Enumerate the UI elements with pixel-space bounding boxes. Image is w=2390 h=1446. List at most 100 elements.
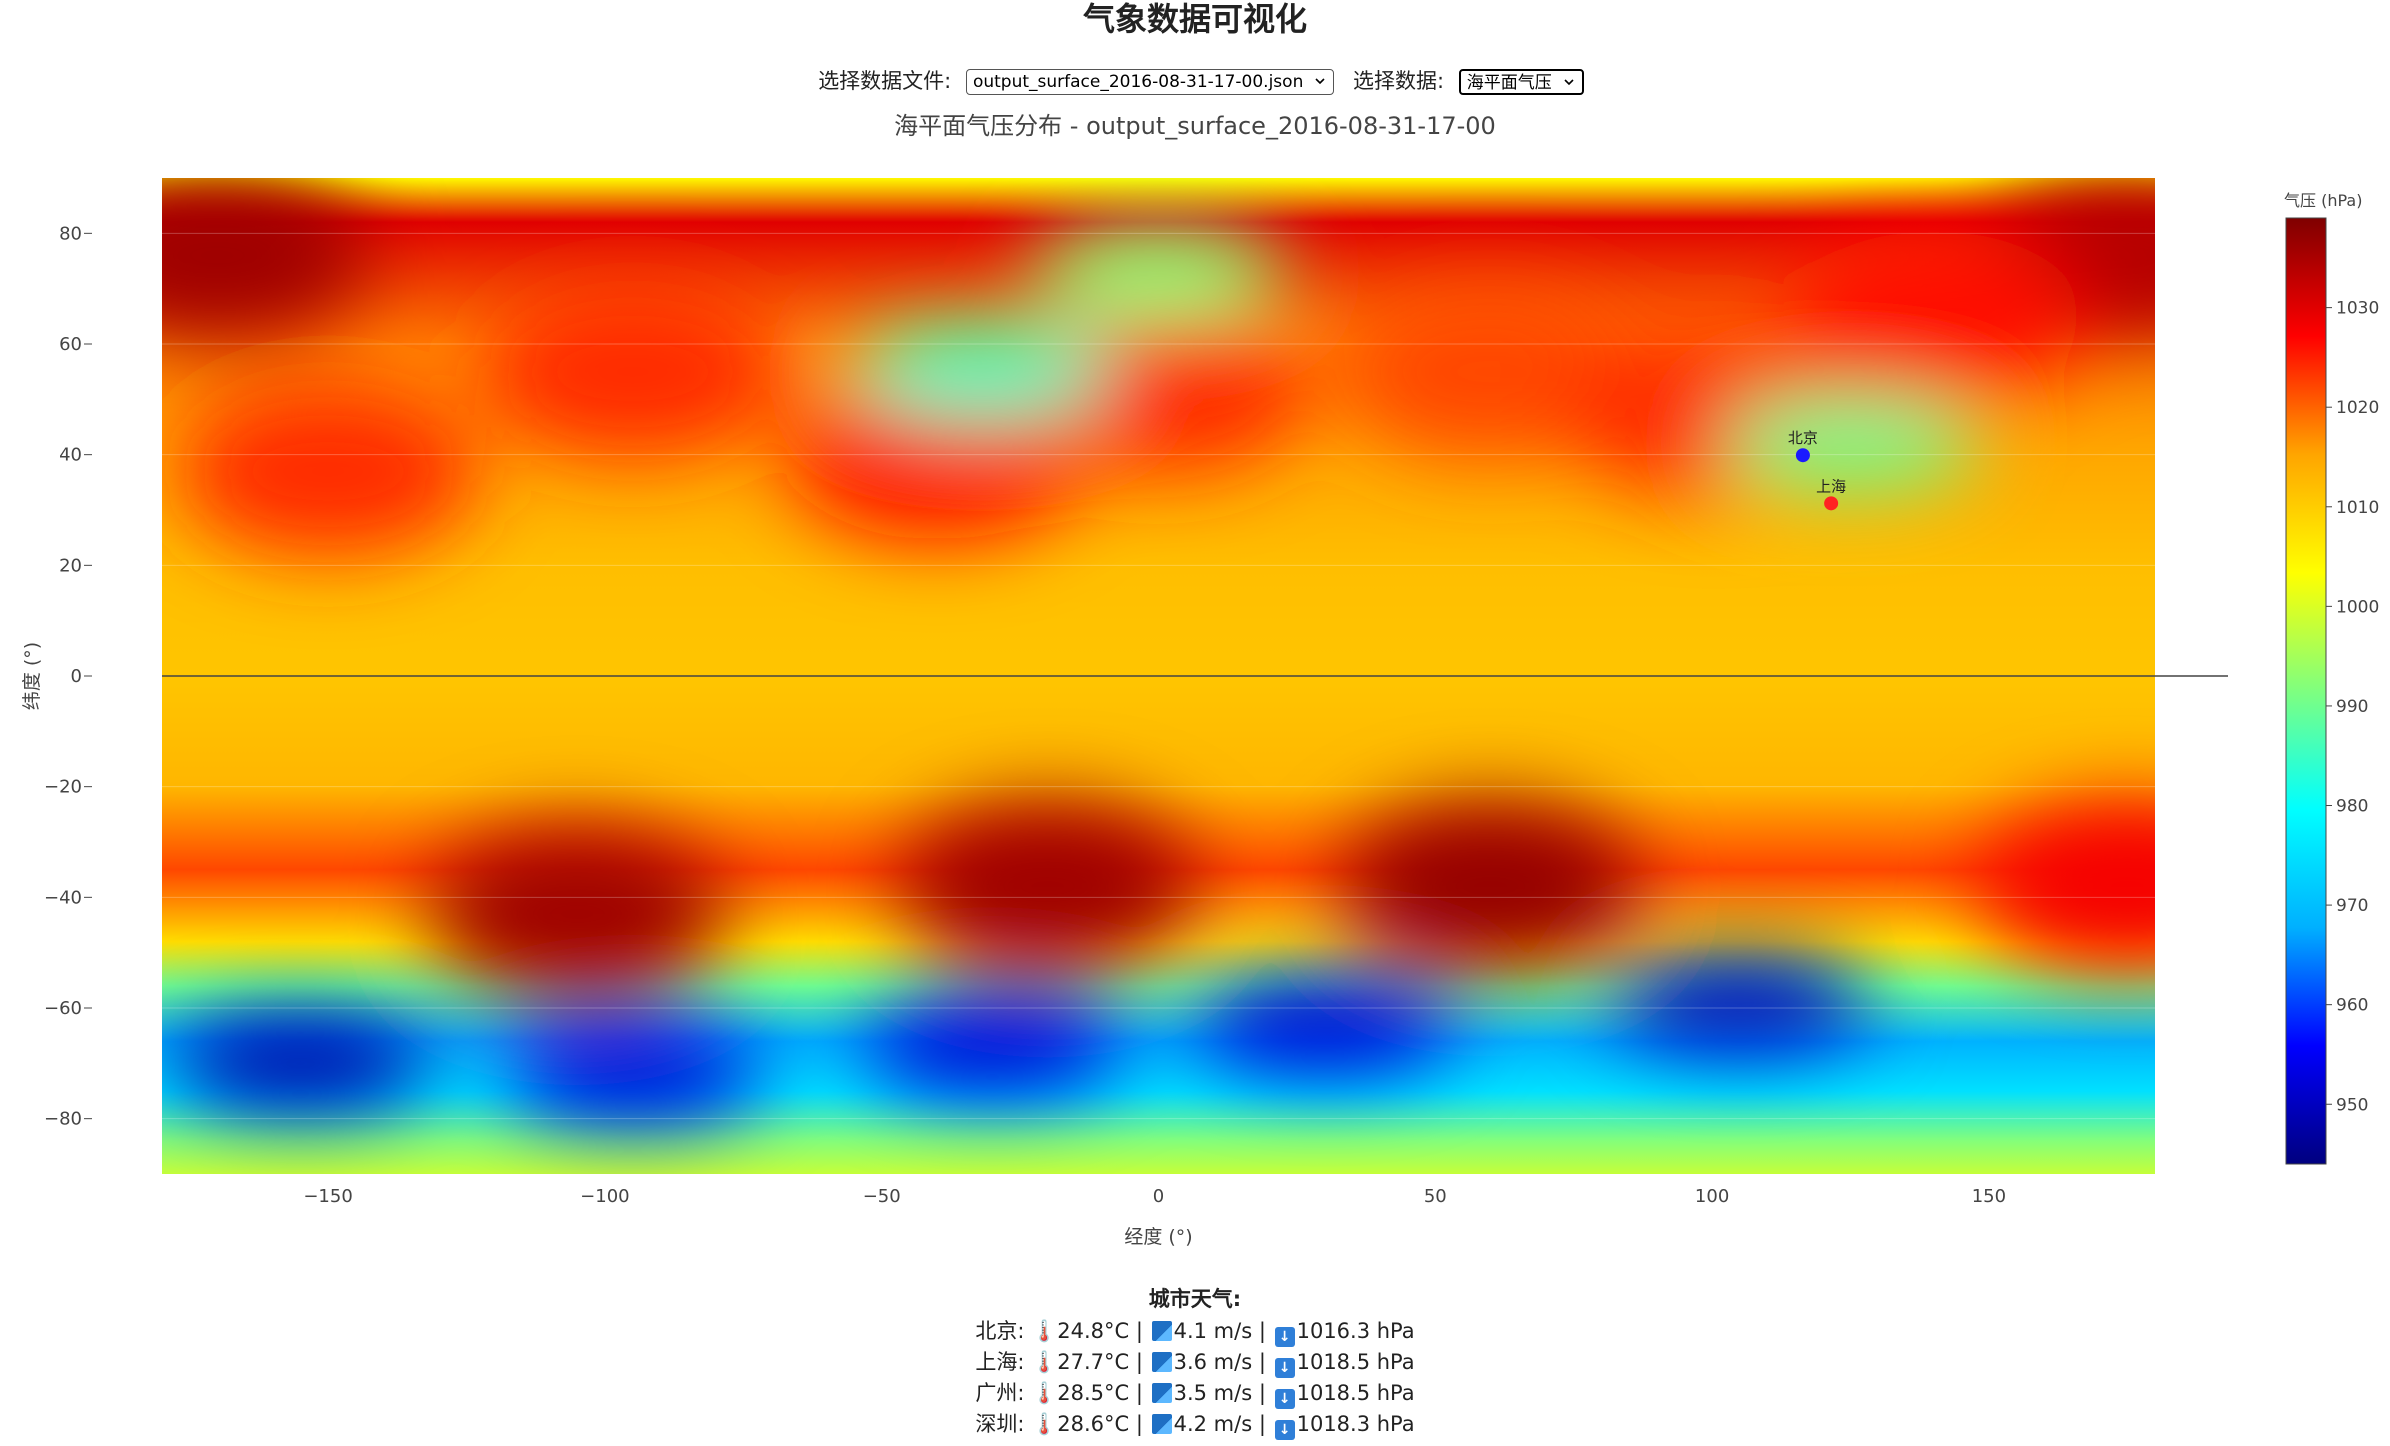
pressure-center [1720, 395, 1981, 492]
axes: −150 −100 −50 0 50 100 150 80 60 40 20 0 −20 −40 −60 −8… [44, 223, 2006, 1207]
wind-icon [1151, 1352, 1172, 1372]
city-weather-row: 上海: 🌡️27.7°C | 3.6 m/s | ↓ 1018.5 hPa [975, 1350, 1415, 1378]
city-pressure: 1018.5 hPa [1296, 1381, 1415, 1405]
pressure-center [482, 286, 783, 457]
city-wind: 3.6 m/s [1173, 1350, 1253, 1374]
thermometer-icon: 🌡️ [1031, 1412, 1058, 1436]
y-tick-label: −60 [44, 998, 82, 1019]
city-temperature: 27.7°C [1057, 1350, 1130, 1374]
pressure-center [178, 386, 479, 557]
y-tick-label: 40 [59, 445, 82, 466]
down-arrow-icon: ↓ [1274, 1420, 1295, 1440]
city-name: 广州: [975, 1381, 1025, 1405]
pressure-center [1609, 954, 1870, 1051]
data-select[interactable]: 海平面气压 [1458, 69, 1584, 95]
city-wind: 4.2 m/s [1173, 1412, 1253, 1436]
city-weather-row: 深圳: 🌡️28.6°C | 4.2 m/s | ↓ 1018.3 hPa [975, 1412, 1415, 1440]
pressure-center [1028, 224, 1289, 321]
city-name: 深圳: [975, 1412, 1025, 1436]
y-tick-label: 60 [59, 334, 82, 355]
x-tick-label: 0 [1153, 1186, 1164, 1207]
data-select-value: 海平面气压 [1466, 73, 1552, 93]
controls-bar: 选择数据文件: output_surface_2016-08-31-17-00.… [0, 64, 2390, 98]
down-arrow-icon: ↓ [1274, 1389, 1295, 1409]
chevron-down-icon [1315, 78, 1325, 85]
down-arrow-icon: ↓ [1274, 1358, 1295, 1378]
down-arrow-icon: ↓ [1274, 1327, 1295, 1347]
y-tick-label: 0 [71, 666, 82, 687]
plot-title: 海平面气压分布 - output_surface_2016-08-31-17-0… [894, 112, 1496, 140]
wind-icon [1151, 1321, 1172, 1341]
pressure-center [170, 1015, 431, 1112]
file-select-label: 选择数据文件: [818, 69, 952, 93]
pressure-centers [162, 178, 2155, 1123]
file-select[interactable]: output_surface_2016-08-31-17-00.json [965, 69, 1335, 95]
city-marker-label: 上海 [1816, 477, 1846, 495]
thermometer-icon: 🌡️ [1031, 1381, 1058, 1405]
wind-icon [1151, 1414, 1172, 1434]
y-tick-label: 20 [59, 555, 82, 576]
pressure-center [1783, 231, 2084, 402]
city-weather-row: 北京: 🌡️24.8°C | 4.1 m/s | ↓ 1016.3 hPa [975, 1319, 1415, 1347]
city-marker-label: 北京 [1788, 429, 1818, 447]
file-select-value: output_surface_2016-08-31-17-00.json [972, 72, 1304, 92]
city-name: 北京: [975, 1319, 1025, 1343]
colorbar-tick-label: 980 [2336, 797, 2368, 817]
heatmap-field [162, 178, 2155, 1174]
pressure-center [1340, 801, 1641, 972]
x-axis-label: 经度 (°) [1124, 1226, 1192, 1248]
pressure-center [427, 828, 728, 999]
x-tick-label: −150 [303, 1186, 352, 1207]
city-temperature: 28.6°C [1057, 1412, 1130, 1436]
pressure-center [1194, 976, 1455, 1073]
data-select-label: 选择数据: [1353, 69, 1445, 93]
city-temperature: 24.8°C [1057, 1319, 1130, 1343]
city-pressure: 1018.5 hPa [1296, 1350, 1415, 1374]
city-temperature: 28.5°C [1057, 1381, 1130, 1405]
y-tick-label: −20 [44, 777, 82, 798]
grid-lines [162, 232, 2228, 1120]
colorbar: 气压 (hPa) 1030 1020 1010 1000 990 980 970 960 950 [2284, 191, 2379, 1165]
x-tick-label: 150 [1972, 1186, 2006, 1207]
y-tick-label: −40 [44, 887, 82, 908]
colorbar-title: 气压 (hPa) [2284, 191, 2362, 210]
colorbar-tick-label: 1030 [2336, 299, 2379, 319]
city-weather-list: 北京: 🌡️24.8°C | 4.1 m/s | ↓ 1016.3 hPa 上海:… [0, 1316, 2390, 1440]
pressure-center [851, 323, 1112, 420]
city-marker[interactable] [1795, 448, 1810, 463]
colorbar-tick-label: 1010 [2336, 498, 2379, 518]
city-pressure: 1016.3 hPa [1296, 1319, 1415, 1343]
colorbar-ticks: 1030 1020 1010 1000 990 980 970 960 950 [2326, 299, 2379, 1115]
city-pressure: 1018.3 hPa [1296, 1412, 1415, 1436]
x-tick-label: −50 [863, 1186, 901, 1207]
colorbar-strip [2285, 217, 2327, 1165]
city-wind: 4.1 m/s [1173, 1319, 1253, 1343]
pressure-center [897, 801, 1198, 972]
city-wind: 3.5 m/s [1173, 1381, 1253, 1405]
pressure-center [862, 998, 1123, 1095]
colorbar-tick-label: 1000 [2336, 597, 2379, 617]
pressure-center [1977, 801, 2155, 972]
wind-icon [1151, 1383, 1172, 1403]
y-axis-label: 纬度 (°) [21, 642, 43, 710]
pressure-center [502, 1026, 763, 1123]
x-tick-label: −100 [580, 1186, 629, 1207]
colorbar-tick-label: 970 [2336, 896, 2368, 916]
city-weather-row: 广州: 🌡️28.5°C | 3.5 m/s | ↓ 1018.5 hPa [975, 1381, 1415, 1409]
chevron-down-icon [1564, 79, 1574, 86]
colorbar-tick-label: 990 [2336, 697, 2368, 717]
city-weather-title: 城市天气: [1148, 1287, 1242, 1311]
thermometer-icon: 🌡️ [1031, 1350, 1058, 1374]
x-tick-label: 100 [1695, 1186, 1729, 1207]
colorbar-tick-label: 950 [2336, 1095, 2368, 1115]
app-title: 气象数据可视化 [1082, 0, 1307, 38]
city-marker[interactable] [1824, 496, 1839, 511]
y-tick-label: −80 [44, 1109, 82, 1130]
y-tick-label: 80 [59, 223, 82, 244]
pressure-center [162, 178, 368, 341]
colorbar-tick-label: 960 [2336, 996, 2368, 1016]
city-name: 上海: [975, 1350, 1025, 1374]
thermometer-icon: 🌡️ [1031, 1319, 1058, 1343]
